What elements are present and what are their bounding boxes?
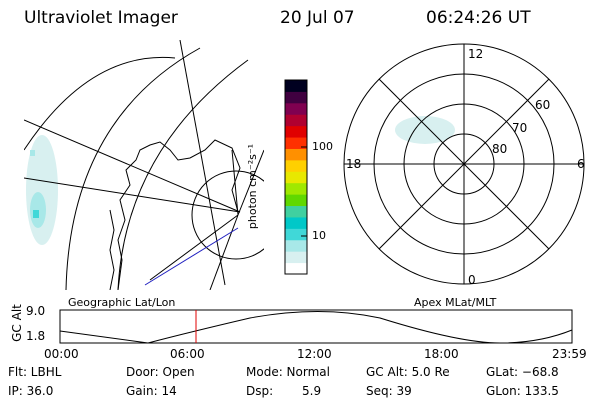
status-glon: GLon: 133.5 [486, 384, 559, 398]
mlt-label-6: 6 [577, 157, 585, 171]
time-label: 06:24:26 UT [426, 8, 531, 28]
colorbar-band [285, 114, 307, 127]
x-tick-1800: 18:00 [424, 347, 459, 361]
x-tick-0000: 00:00 [44, 347, 79, 361]
colorbar-band [285, 148, 307, 161]
mlt-label-0: 0 [468, 273, 476, 287]
altitude-panel [59, 309, 573, 344]
status-glat: GLat: −68.8 [486, 365, 559, 379]
colorbar-band [285, 102, 307, 115]
colorbar-band [285, 228, 307, 241]
x-tick-0600: 06:00 [170, 347, 205, 361]
status-seq: Seq: 39 [366, 384, 412, 398]
colorbar-band [285, 125, 307, 138]
status-gain: Gain: 14 [126, 384, 177, 398]
alt-tick-low: 1.8 [26, 329, 46, 343]
colorbar-unit-label: photon cm⁻²s⁻¹ [246, 143, 260, 230]
date-label: 20 Jul 07 [280, 8, 355, 28]
status-gc-alt: GC Alt: 5.0 Re [366, 365, 450, 379]
colorbar [285, 80, 307, 275]
colorbar-band [285, 137, 307, 149]
mlat-label-70: 70 [512, 121, 528, 135]
x-tick-2359: 23:59 [552, 347, 587, 361]
status-ip: IP: 36.0 [8, 384, 54, 398]
apex-title: Apex MLat/MLT [414, 296, 497, 309]
colorbar-band [285, 91, 307, 104]
status-filter: Flt: LBHL [8, 365, 62, 379]
status-mode: Mode: Normal [246, 365, 330, 379]
status-door: Door: Open [126, 365, 195, 379]
mlat-label-60: 60 [535, 98, 551, 112]
colorbar-band [285, 182, 307, 195]
colorbar-band [285, 251, 307, 264]
colorbar-band [285, 239, 307, 252]
colorbar-band [285, 194, 307, 207]
mlat-label-80: 80 [492, 142, 508, 156]
geographic-title: Geographic Lat/Lon [68, 296, 176, 309]
status-dsp-value: 5.9 [302, 384, 322, 398]
mlt-label-18: 18 [346, 157, 362, 171]
colorbar-band [285, 80, 307, 92]
colorbar-band [285, 205, 307, 218]
colorbar-band [285, 159, 307, 172]
polar-plot [343, 43, 585, 285]
aurora-emission-left [26, 135, 58, 245]
gc-alt-axis-label: GC Alt [9, 304, 24, 342]
colorbar-tick-100: 100 [312, 140, 333, 153]
mlt-label-12: 12 [468, 47, 484, 61]
status-dsp-label: Dsp: [246, 384, 274, 398]
colorbar-band [285, 262, 307, 275]
colorbar-band [285, 216, 307, 229]
instrument-title: Ultraviolet Imager [24, 8, 178, 28]
colorbar-band [285, 171, 307, 184]
alt-tick-high: 9.0 [26, 304, 46, 318]
colorbar-tick-10: 10 [312, 229, 326, 242]
x-tick-1200: 12:00 [297, 347, 332, 361]
